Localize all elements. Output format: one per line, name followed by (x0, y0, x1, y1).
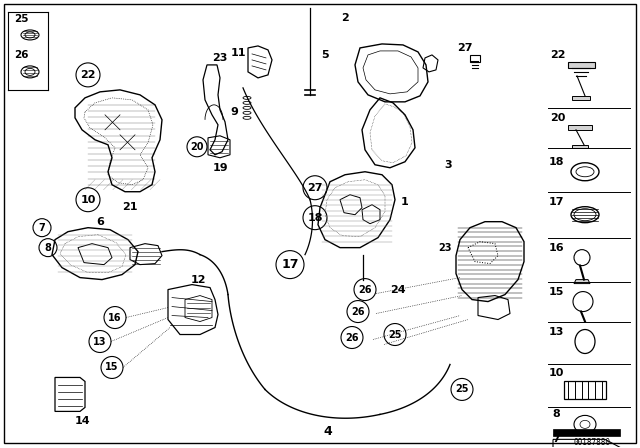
Text: 13: 13 (548, 327, 564, 336)
Polygon shape (572, 145, 588, 148)
Text: 26: 26 (345, 332, 359, 343)
Text: 10: 10 (548, 368, 564, 379)
Text: 27: 27 (457, 43, 473, 53)
Text: 00187880: 00187880 (573, 438, 611, 447)
Polygon shape (572, 96, 590, 100)
Polygon shape (568, 62, 595, 68)
Text: 23: 23 (212, 53, 228, 63)
Text: 15: 15 (105, 362, 119, 372)
Text: 9: 9 (230, 107, 238, 117)
Text: 19: 19 (212, 163, 228, 173)
Polygon shape (568, 125, 592, 130)
Text: 1: 1 (401, 197, 409, 207)
Polygon shape (574, 280, 590, 284)
Text: 26: 26 (351, 306, 365, 317)
Text: 16: 16 (548, 243, 564, 253)
Text: 2: 2 (341, 13, 349, 23)
Text: 6: 6 (96, 217, 104, 227)
Text: 25: 25 (14, 14, 29, 24)
Text: 14: 14 (74, 416, 90, 426)
Text: 12: 12 (190, 275, 205, 284)
Text: 17: 17 (281, 258, 299, 271)
Text: 8: 8 (552, 409, 560, 419)
Text: 11: 11 (230, 48, 246, 58)
Text: 25: 25 (388, 330, 402, 340)
Text: 18: 18 (307, 213, 323, 223)
Text: 18: 18 (548, 157, 564, 167)
Text: 17: 17 (548, 197, 564, 207)
Text: 26: 26 (14, 50, 29, 60)
Polygon shape (553, 429, 620, 436)
Text: 15: 15 (548, 287, 564, 297)
Text: 20: 20 (550, 113, 566, 123)
Text: 20: 20 (190, 142, 204, 152)
Text: 13: 13 (93, 336, 107, 346)
Text: 27: 27 (307, 183, 323, 193)
Text: 8: 8 (45, 243, 51, 253)
Text: 21: 21 (122, 202, 138, 212)
Text: 4: 4 (324, 425, 332, 438)
Text: 7: 7 (552, 435, 560, 444)
Text: 7: 7 (38, 223, 45, 233)
Text: 23: 23 (438, 243, 452, 253)
Text: 3: 3 (444, 160, 452, 170)
Text: 16: 16 (108, 313, 122, 323)
Text: 10: 10 (80, 195, 96, 205)
Text: 22: 22 (80, 70, 96, 80)
Text: 25: 25 (455, 384, 468, 394)
Text: 24: 24 (390, 284, 406, 295)
Text: 26: 26 (358, 284, 372, 295)
Text: 5: 5 (321, 50, 329, 60)
Text: 22: 22 (550, 50, 566, 60)
